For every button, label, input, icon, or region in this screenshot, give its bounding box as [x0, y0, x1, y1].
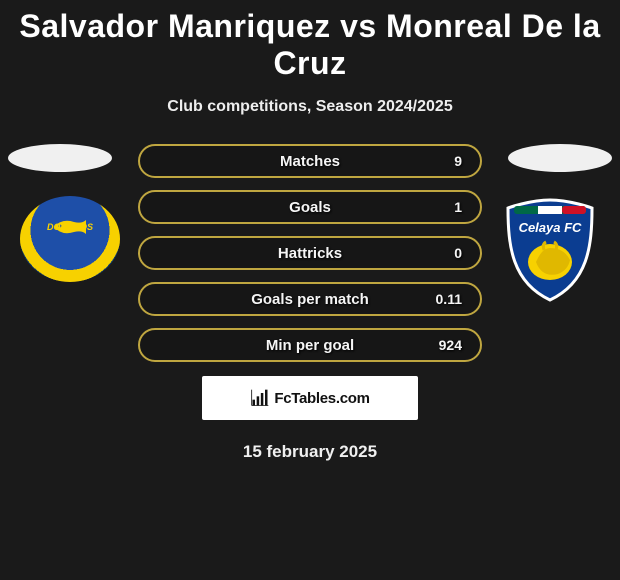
- brand-box[interactable]: FcTables.com: [202, 376, 418, 420]
- stat-value-right: 924: [432, 337, 462, 353]
- stat-rows: - Matches 9 - Goals 1 - Hattricks 0 - Go…: [138, 144, 482, 374]
- stat-label: Hattricks: [278, 245, 342, 262]
- stat-row-gpm: - Goals per match 0.11: [138, 282, 482, 316]
- page-title: Salvador Manriquez vs Monreal De la Cruz: [0, 0, 620, 82]
- stat-row-hattricks: - Hattricks 0: [138, 236, 482, 270]
- stat-label: Matches: [280, 153, 340, 170]
- svg-text:Celaya FC: Celaya FC: [519, 220, 582, 235]
- dorados-badge: DORADOS: [20, 196, 120, 282]
- stat-row-mpg: - Min per goal 924: [138, 328, 482, 362]
- player-right-placeholder: [508, 144, 612, 172]
- stat-value-right: 9: [432, 153, 462, 169]
- player-left-placeholder: [8, 144, 112, 172]
- shield-icon: Celaya FC: [500, 196, 600, 304]
- stat-label: Goals per match: [251, 291, 369, 308]
- stat-value-right: 0.11: [432, 291, 462, 307]
- stat-row-goals: - Goals 1: [138, 190, 482, 224]
- badge-left-text: DORADOS: [47, 222, 93, 232]
- subtitle: Club competitions, Season 2024/2025: [0, 98, 620, 116]
- stat-row-matches: - Matches 9: [138, 144, 482, 178]
- stat-value-right: 0: [432, 245, 462, 261]
- stat-value-right: 1: [432, 199, 462, 215]
- comparison-area: DORADOS Celaya FC - Matches 9 - Goals 1 …: [0, 144, 620, 364]
- date-label: 15 february 2025: [0, 442, 620, 462]
- stat-label: Min per goal: [266, 337, 354, 354]
- stat-label: Goals: [289, 199, 331, 216]
- bar-chart-icon: [250, 388, 270, 408]
- brand-label: FcTables.com: [274, 390, 369, 407]
- celaya-fc-badge: Celaya FC: [500, 196, 600, 304]
